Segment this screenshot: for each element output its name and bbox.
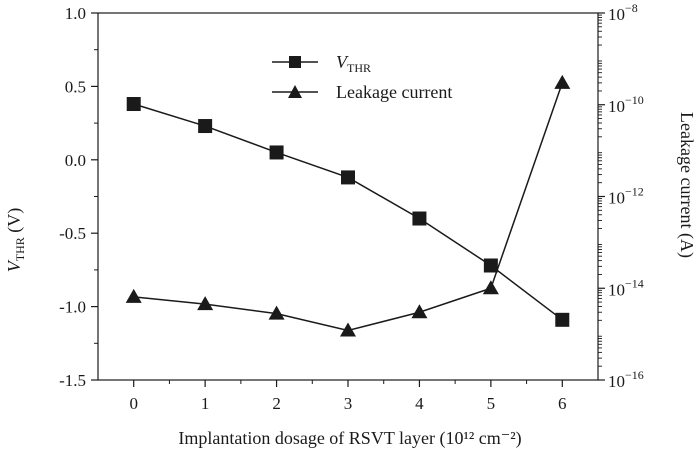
vthr-point	[555, 312, 570, 327]
right-tick-label: 10−10	[608, 93, 644, 116]
x-axis-ticks: 0 1 2 3 4 5 6	[129, 380, 567, 413]
x-tick-label: 6	[558, 394, 567, 413]
right-tick-exp: −14	[625, 276, 644, 290]
x-tick-label: 1	[201, 394, 210, 413]
leakage-point	[411, 304, 428, 319]
legend-vthr-sub: THR	[347, 61, 371, 75]
vthr-point	[269, 145, 284, 160]
right-tick-exp: −12	[625, 185, 644, 199]
left-tick-label: -1.5	[59, 371, 86, 390]
left-axis-label-tail: (V)	[4, 208, 25, 238]
vthr-point	[483, 258, 498, 273]
legend-leakage-marker	[288, 85, 302, 98]
left-axis-label-sub: THR	[13, 237, 27, 261]
left-axis-label-main: V	[4, 259, 24, 272]
right-axis-label: Leakage current (A)	[676, 112, 697, 258]
vthr-point	[341, 170, 355, 185]
vthr-point	[198, 119, 213, 134]
right-tick-base: 10	[608, 97, 625, 116]
right-tick-base: 10	[608, 189, 625, 208]
left-tick-label: 0.0	[65, 151, 86, 170]
leakage-point	[554, 74, 571, 89]
legend: VTHR Leakage current	[272, 52, 452, 102]
x-tick-label: 5	[487, 394, 496, 413]
x-tick-label: 0	[129, 394, 138, 413]
right-tick-exp: −16	[625, 368, 644, 382]
left-tick-label: 1.0	[65, 4, 86, 23]
right-tick-base: 10	[608, 5, 625, 24]
legend-vthr-main: V	[336, 52, 349, 72]
leakage-point	[125, 288, 142, 303]
right-tick-label: 10−14	[608, 276, 644, 299]
x-tick-label: 3	[344, 394, 353, 413]
vthr-point	[126, 97, 141, 112]
left-axis-ticks: 1.0 0.5 0.0 -0.5 -1.0 -1.5	[59, 4, 98, 390]
leakage-point	[197, 296, 214, 311]
legend-leakage-text: Leakage current	[336, 82, 452, 102]
right-tick-base: 10	[608, 372, 625, 391]
legend-vthr-marker	[289, 56, 301, 68]
x-tick-label: 4	[415, 394, 424, 413]
right-tick-label: 10−16	[608, 368, 644, 391]
left-tick-label: 0.5	[65, 77, 86, 96]
vthr-point	[412, 211, 427, 226]
left-axis-label: VTHR (V)	[4, 208, 27, 273]
right-tick-exp: −10	[625, 93, 644, 107]
series-layer	[125, 74, 571, 337]
right-tick-label: 10−12	[608, 185, 644, 208]
left-tick-label: -0.5	[59, 224, 86, 243]
left-tick-label: -1.0	[59, 298, 86, 317]
leakage-point	[340, 322, 356, 337]
right-tick-label: 10−8	[608, 1, 638, 24]
leakage-point	[268, 305, 285, 320]
vthr-line	[133, 103, 563, 321]
legend-vthr-text: VTHR	[336, 52, 371, 75]
x-axis-label: Implantation dosage of RSVT layer (10¹² …	[178, 428, 521, 449]
x-tick-label: 2	[272, 394, 281, 413]
leakage-point	[482, 280, 499, 295]
right-tick-exp: −8	[625, 1, 638, 15]
right-tick-base: 10	[608, 280, 625, 299]
